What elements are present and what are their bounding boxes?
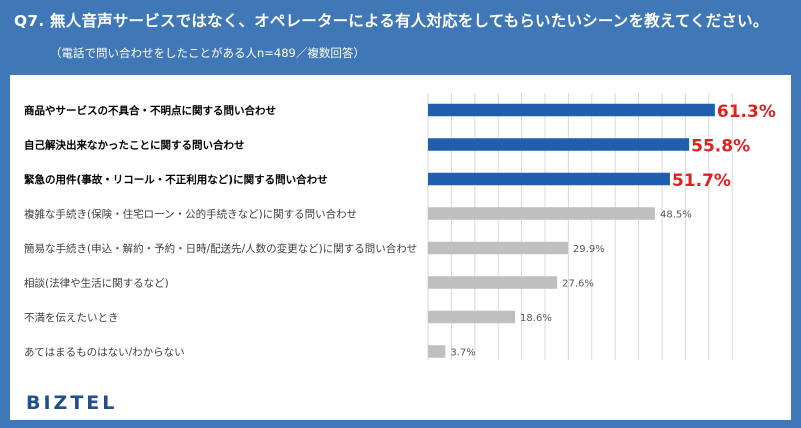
bar <box>428 310 516 324</box>
bar <box>428 103 715 117</box>
bar <box>428 276 558 289</box>
biztel-logo: BIZTEL <box>26 392 118 414</box>
value-label: 48.5% <box>660 210 692 221</box>
value-label: 27.6% <box>562 279 594 290</box>
value-label: 3.7% <box>450 348 475 359</box>
category-label: 商品やサービスの不具合・不明点に関する問い合わせ <box>24 104 276 117</box>
category-label: 不満を伝えたいとき <box>24 312 119 324</box>
value-label: 51.7% <box>672 171 731 191</box>
value-label: 29.9% <box>573 244 605 255</box>
bar <box>428 207 655 220</box>
bar-chart: 商品やサービスの不具合・不明点に関する問い合わせ 61.3% 自己解決出来なかったこ… <box>24 93 776 360</box>
question-title: Q7. 無人音声サービスではなく、オペレーターによる有人対応をしてもらいたいシー… <box>14 12 769 30</box>
bar <box>428 172 670 186</box>
category-label: 複雑な手続き(保険・住宅ローン・公的手続きなど)に関する問い合わせ <box>24 208 357 221</box>
value-label: 61.3% <box>717 102 776 122</box>
category-label: 自己解決出来なかったことに関する問い合わせ <box>24 139 245 152</box>
category-label: あてはまるものはない/わからない <box>24 347 185 359</box>
chart-panel: 商品やサービスの不具合・不明点に関する問い合わせ 61.3% 自己解決出来なかったこ… <box>10 75 791 420</box>
value-label: 55.8% <box>691 137 750 157</box>
category-label: 相談(法律や生活に関するなど) <box>24 277 169 290</box>
question-subtitle: （電話で問い合わせをしたことがある人n=489／複数回答） <box>50 46 365 60</box>
bar <box>428 345 446 358</box>
value-label: 18.6% <box>520 313 552 324</box>
category-label: 簡易な手続き(申込・解約・予約・日時/配送先/人数の変更など)に関する問い合わせ <box>24 242 417 255</box>
bar <box>428 138 690 151</box>
bar <box>428 241 568 255</box>
category-label: 緊急の用件(事故・リコール・不正利用など)に関する問い合わせ <box>24 173 328 186</box>
